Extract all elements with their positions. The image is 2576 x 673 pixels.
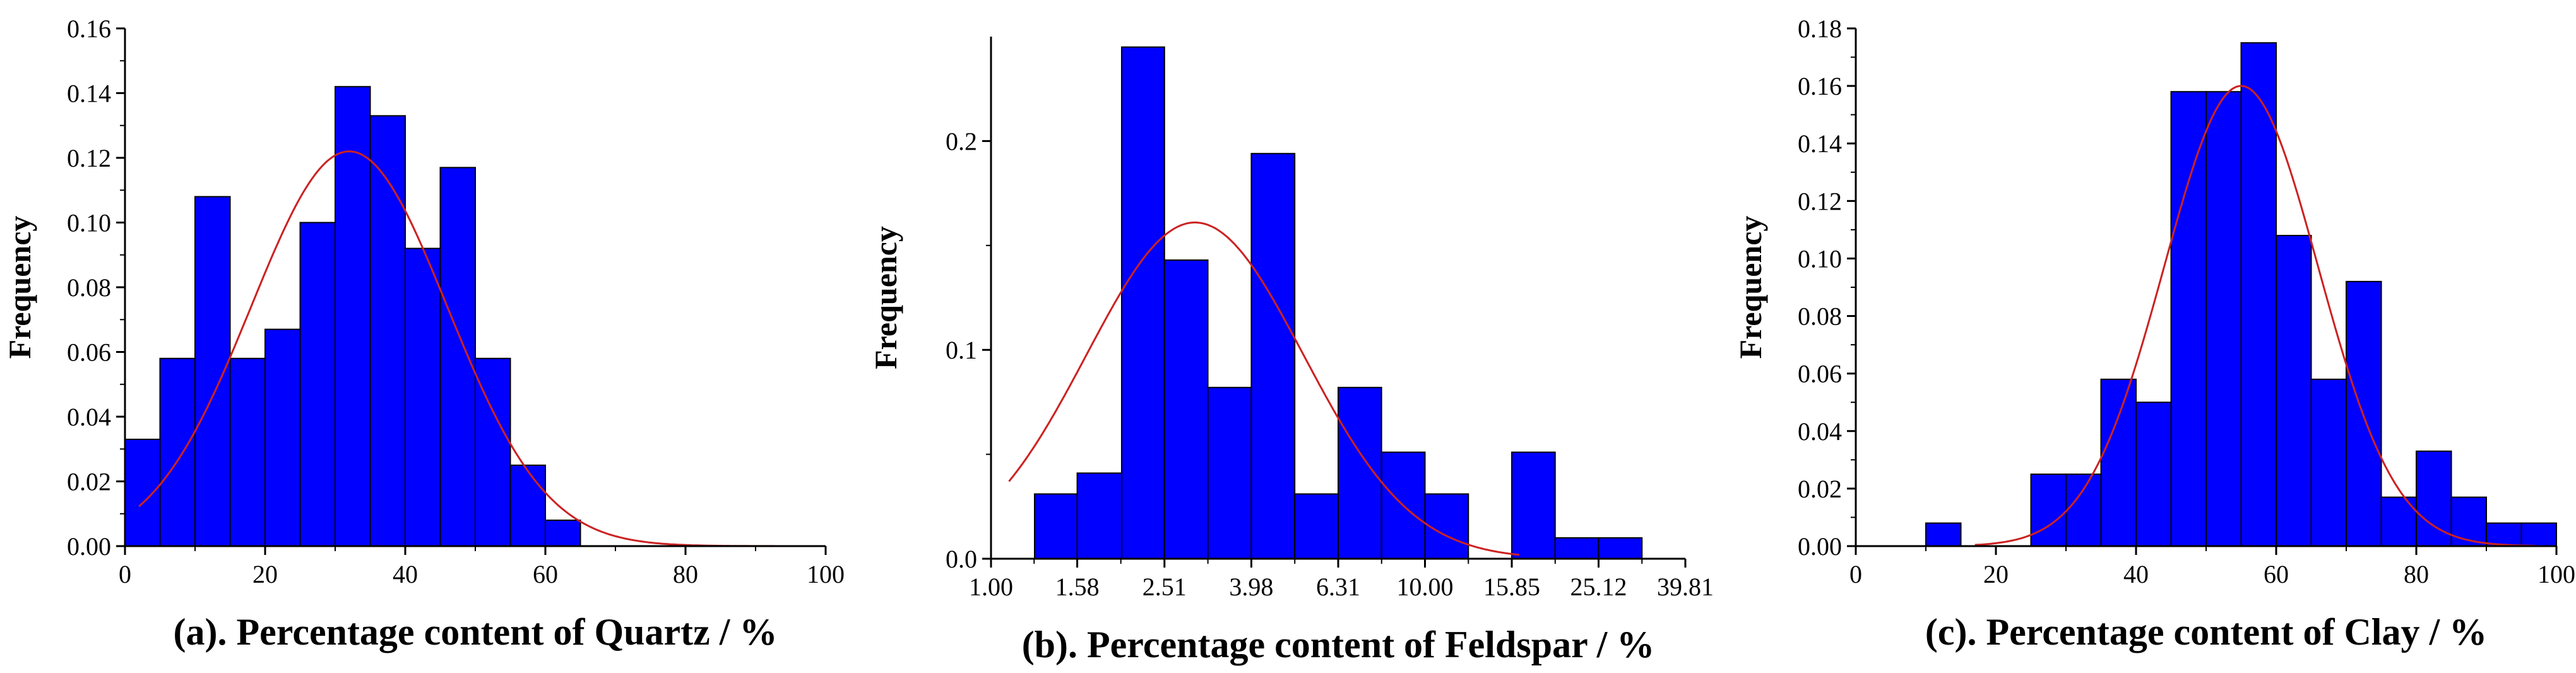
x-tick-label: 25.12 [1570, 573, 1627, 601]
x-tick-label: 40 [2123, 560, 2149, 588]
y-tick-label: 0.12 [67, 144, 111, 172]
x-tick-label: 100 [2537, 560, 2575, 588]
y-tick-label: 0.06 [1798, 360, 1842, 388]
histogram-bar [1076, 472, 1122, 560]
x-tick-label: 2.51 [1143, 573, 1187, 601]
histogram-bar [1554, 537, 1600, 559]
y-tick-label: 0.10 [1798, 244, 1842, 273]
histogram-bar [335, 86, 371, 547]
histogram-bar [2135, 402, 2172, 547]
histogram-bar [229, 357, 266, 547]
y-tick-label: 0.16 [67, 15, 111, 43]
histogram-bar [545, 520, 581, 547]
y-tick-label: 0.0 [946, 545, 977, 573]
histogram-bar [159, 357, 196, 547]
histogram-bar [439, 167, 476, 547]
x-axis-title: (b). Percentage content of Feldspar / % [1022, 624, 1655, 665]
x-tick-label: 0 [119, 560, 131, 588]
fit-curve [1974, 85, 2536, 547]
y-tick-label: 0.2 [946, 127, 977, 155]
histogram-bar [1250, 153, 1296, 560]
y-tick-label: 0.16 [1798, 72, 1842, 100]
histogram-bar [2205, 91, 2242, 547]
x-tick-label: 100 [807, 560, 845, 588]
histogram-bar [369, 115, 406, 547]
x-tick-label: 60 [2264, 560, 2289, 588]
histogram-bar [1120, 46, 1165, 560]
histogram-bar [1511, 451, 1556, 559]
y-tick-label: 0.08 [1798, 302, 1842, 331]
y-tick-label: 0.10 [67, 209, 111, 237]
x-tick-label: 40 [393, 560, 418, 588]
histogram-bar [1925, 522, 1962, 547]
x-tick-label: 80 [673, 560, 698, 588]
y-tick-label: 0.04 [1798, 417, 1842, 446]
histogram-bar [2486, 522, 2522, 547]
histogram-bar [405, 247, 441, 547]
histogram-bar [1294, 493, 1339, 560]
x-tick-label: 39.81 [1657, 573, 1714, 601]
histogram-bar [2310, 378, 2347, 547]
x-tick-label: 20 [252, 560, 278, 588]
histogram-bar [2276, 235, 2312, 547]
y-tick-label: 0.08 [67, 273, 111, 302]
x-tick-label: 3.98 [1229, 573, 1273, 601]
x-tick-label: 15.85 [1483, 573, 1540, 601]
histogram-bar [2170, 91, 2207, 547]
x-tick-label: 60 [533, 560, 558, 588]
histogram-bar [1424, 493, 1469, 560]
x-axis-title: (a). Percentage content of Quartz / % [174, 611, 778, 653]
x-tick-label: 20 [1983, 560, 2009, 588]
histogram-bar [1163, 259, 1209, 559]
y-tick-label: 0.00 [67, 532, 111, 561]
y-tick-label: 0.12 [1798, 187, 1842, 215]
x-tick-label: 6.31 [1316, 573, 1360, 601]
panel-a: 0.00 0.02 0.04 0.06 0.08 0.10 0.12 0.14 0.16 0 20 4… [2, 15, 845, 653]
fit-curve [1008, 221, 1520, 556]
histogram-bar [2520, 522, 2557, 547]
y-tick-label: 0.00 [1798, 532, 1842, 561]
histogram-bar [2030, 473, 2067, 547]
histogram-bar [509, 464, 546, 547]
x-tick-label: 0 [1849, 560, 1862, 588]
y-tick-label: 0.02 [1798, 475, 1842, 503]
histogram-bar [1598, 537, 1643, 559]
x-tick-label: 80 [2404, 560, 2429, 588]
y-axis-title: Frequency [2, 216, 37, 359]
histogram-bar [2416, 450, 2452, 547]
y-axis-title: Frequency [868, 226, 903, 369]
histogram-bar [475, 357, 511, 547]
x-tick-label: 1.00 [969, 573, 1013, 601]
histogram-bar [2450, 496, 2487, 547]
y-tick-label: 0.1 [946, 336, 977, 364]
histogram-bar [2100, 378, 2137, 547]
fit-curve [138, 150, 777, 547]
x-tick-label: 1.58 [1055, 573, 1100, 601]
histogram-bar [2065, 473, 2102, 547]
histogram-bar [264, 328, 301, 547]
x-axis-title: (c). Percentage content of Clay / % [1925, 611, 2487, 653]
y-tick-label: 0.14 [1798, 129, 1842, 158]
histogram-bar [124, 438, 161, 547]
histogram-bar [299, 222, 336, 547]
histogram-bar [1207, 386, 1252, 560]
histogram-bar [1034, 493, 1078, 560]
y-tick-label: 0.14 [67, 80, 111, 108]
y-axis-title: Frequency [1733, 216, 1768, 359]
y-tick-label: 0.02 [67, 468, 111, 496]
y-tick-label: 0.04 [67, 403, 111, 431]
histogram-bar [2240, 42, 2277, 547]
x-tick-label: 10.00 [1397, 573, 1454, 601]
panel-c: 0.00 0.02 0.04 0.06 0.08 0.10 0.12 0.14 0.16 0.18… [1733, 15, 2575, 653]
y-tick-label: 0.18 [1798, 15, 1842, 43]
y-tick-label: 0.06 [67, 338, 111, 367]
panel-b: 0.0 0.1 0.2 1.00 1.58 2.51 3.98 6.31 10.00 15.85 2… [868, 37, 1714, 665]
